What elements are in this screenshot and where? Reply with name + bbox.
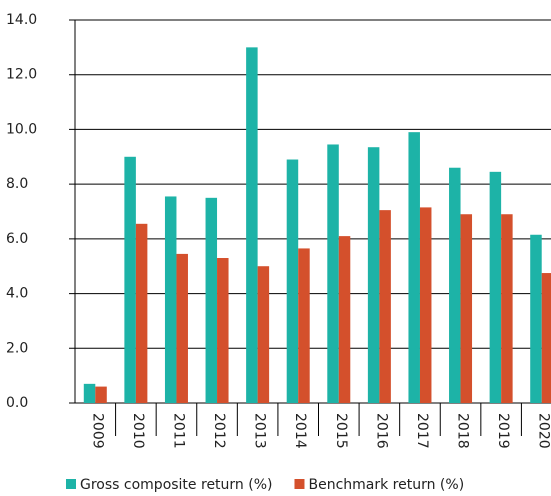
bar	[449, 167, 461, 403]
y-tick-label: 0.0	[6, 395, 28, 411]
legend-label: Benchmark return (%)	[308, 477, 464, 493]
legend-marker	[66, 479, 76, 489]
y-tick-label: 4.0	[6, 286, 28, 302]
x-tick-label: 2017	[414, 413, 430, 449]
bar	[257, 266, 270, 403]
bar	[217, 258, 229, 403]
bar	[541, 273, 551, 403]
y-tick-label: 12.0	[6, 67, 37, 83]
y-tick-label: 2.0	[6, 340, 28, 356]
bar	[327, 144, 339, 403]
x-tick-label: 2013	[252, 413, 268, 449]
y-tick-label: 14.0	[6, 12, 37, 28]
bar	[338, 236, 351, 403]
bar	[135, 223, 148, 403]
y-tick-label: 6.0	[6, 231, 28, 247]
bar	[419, 207, 432, 403]
x-tick-label: 2009	[89, 413, 105, 449]
bar	[530, 234, 542, 403]
bar	[176, 253, 188, 403]
bar	[460, 214, 473, 403]
x-tick-label: 2019	[495, 413, 511, 449]
x-tick-label: 2010	[130, 413, 146, 449]
bar	[83, 383, 96, 403]
bar	[298, 248, 310, 403]
y-tick-label: 10.0	[6, 121, 37, 137]
bar	[205, 197, 218, 403]
x-tick-label: 2011	[170, 413, 186, 449]
x-tick-label: 2014	[292, 413, 308, 449]
bar	[367, 147, 380, 403]
bar	[489, 171, 502, 403]
x-tick-label: 2020	[536, 413, 551, 449]
bar	[286, 159, 299, 403]
bar	[124, 156, 136, 403]
x-tick-label: 2018	[455, 413, 471, 449]
bar	[95, 386, 107, 403]
legend-marker	[294, 479, 305, 489]
bar	[379, 210, 391, 403]
x-tick-label: 2015	[333, 413, 349, 449]
legend-label: Gross composite return (%)	[80, 477, 272, 493]
bar	[408, 132, 420, 403]
x-tick-label: 2012	[211, 413, 227, 449]
x-tick-label: 2016	[373, 413, 389, 449]
bar	[164, 196, 177, 403]
bar	[501, 214, 513, 403]
y-tick-label: 8.0	[6, 176, 28, 192]
bar	[246, 47, 258, 403]
